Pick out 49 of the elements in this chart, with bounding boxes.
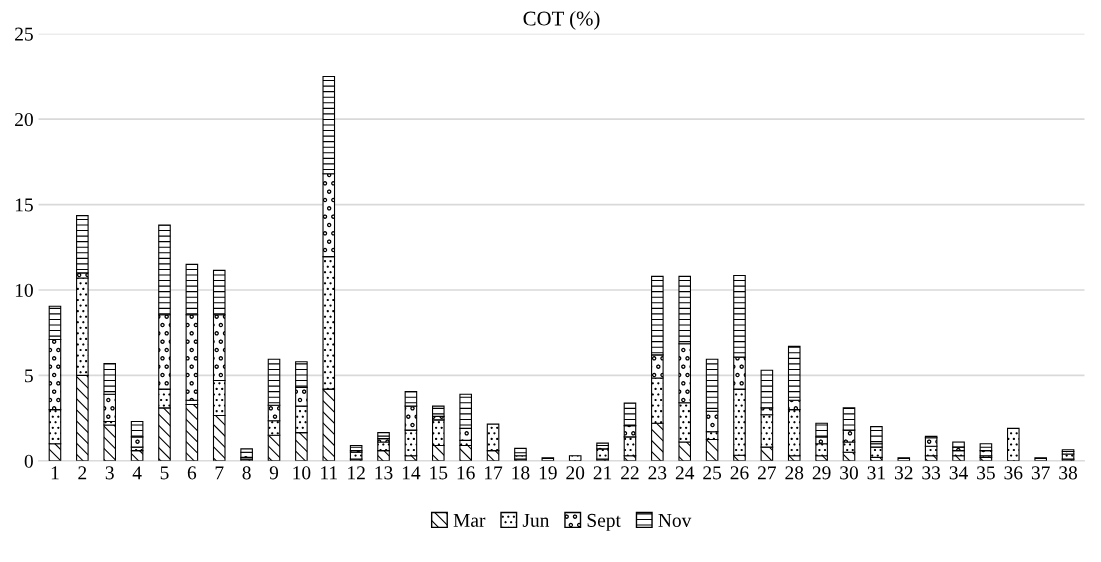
x-tick-label: 4 [132, 466, 142, 480]
x-tick-label: 30 [840, 466, 858, 480]
x-tick-label: 32 [894, 466, 913, 480]
x-tick-label: 2 [78, 466, 87, 480]
x-tick-label: 37 [1031, 466, 1050, 480]
y-tick-label: 15 [15, 198, 33, 212]
x-tick-label: 27 [758, 466, 777, 480]
x-tick-label: 36 [1004, 466, 1023, 480]
x-tick-label: 33 [922, 466, 941, 480]
x-tick-label: 26 [730, 466, 749, 480]
x-tick-label: 24 [675, 466, 695, 480]
x-tick-label: 23 [648, 466, 667, 480]
x-tick-label: 9 [269, 466, 279, 480]
legend-label: Mar [453, 513, 486, 527]
y-tick-label: 5 [25, 369, 33, 383]
chart-title: COT (%) [523, 10, 600, 30]
x-tick-label: 19 [539, 466, 557, 480]
x-tick-label: 29 [812, 466, 831, 480]
x-tick-label: 14 [402, 466, 421, 480]
x-tick-label: 20 [566, 466, 585, 480]
legend-label: Sept [587, 513, 621, 531]
x-tick-label: 10 [293, 466, 311, 480]
y-tick-label: 10 [15, 283, 33, 297]
legend-label: Nov [658, 513, 692, 527]
x-tick-label: 3 [105, 466, 114, 480]
x-tick-label: 13 [375, 466, 393, 480]
x-tick-label: 11 [321, 466, 337, 480]
x-tick-label: 17 [485, 466, 503, 480]
x-tick-label: 15 [430, 466, 448, 480]
x-tick-label: 18 [512, 466, 530, 480]
x-tick-label: 8 [242, 466, 251, 480]
x-tick-label: 6 [187, 466, 197, 480]
x-tick-label: 12 [348, 466, 365, 480]
x-tick-label: 34 [949, 466, 968, 480]
x-tick-label: 16 [457, 466, 475, 480]
x-tick-label: 31 [867, 466, 885, 480]
legend-label: Jun [522, 513, 550, 527]
x-tick-label: 21 [593, 466, 612, 480]
x-tick-label: 35 [977, 466, 995, 480]
x-tick-label: 5 [160, 466, 169, 480]
x-tick-label: 7 [215, 466, 224, 480]
y-tick-label: 0 [24, 454, 33, 468]
x-tick-label: 28 [785, 466, 804, 480]
x-tick-label: 38 [1059, 466, 1078, 480]
x-tick-label: 22 [621, 466, 639, 480]
y-tick-label: 20 [15, 112, 33, 127]
x-tick-label: 1 [51, 466, 59, 480]
y-tick-label: 25 [15, 27, 33, 41]
x-tick-label: 25 [703, 466, 722, 480]
